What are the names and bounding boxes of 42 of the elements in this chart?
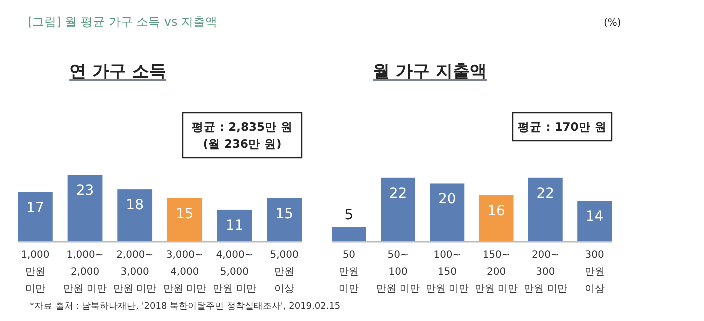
x-tick-label: 50~ 100 만원 미만 xyxy=(376,250,420,295)
text: 평균 : 170만 원 xyxy=(518,120,607,134)
data-label: 15 xyxy=(176,206,194,222)
bar xyxy=(430,184,465,242)
x-tick-label: 150~ 200 만원 미만 xyxy=(474,250,518,295)
data-label: 16 xyxy=(488,203,506,220)
x-tick-label: 300 만원 이상 xyxy=(584,250,605,295)
data-label: 11 xyxy=(226,218,244,234)
bar xyxy=(528,178,563,242)
data-label: 17 xyxy=(26,200,44,216)
x-tick-label: 100~ 150 만원 미만 xyxy=(426,250,470,295)
data-label: 14 xyxy=(586,209,604,226)
x-tick-label: 4,000~ 5,000 만원 미만 xyxy=(213,250,256,295)
bar xyxy=(167,198,202,242)
data-label: 23 xyxy=(76,183,94,199)
chart-title: 월 가구 지출액 xyxy=(373,62,487,82)
bar xyxy=(18,192,53,242)
bar xyxy=(267,198,302,242)
data-label: 20 xyxy=(438,192,456,208)
data-label: 18 xyxy=(126,198,144,214)
text: 평균 : 2,835만 원 (월 236만 원) xyxy=(192,120,293,151)
bar xyxy=(578,201,612,242)
bar xyxy=(217,210,252,242)
bar xyxy=(332,227,366,242)
data-label: 22 xyxy=(536,186,555,202)
text: *자료 출처 : 남북하나재단, '2018 북한이탈주민 정착실태조사', 2019.02.15 xyxy=(30,302,341,312)
bar xyxy=(381,178,416,242)
bar xyxy=(68,175,103,242)
x-tick-label: 2,000~ 3,000 만원 미만 xyxy=(113,250,157,295)
data-label: 15 xyxy=(276,206,294,222)
bar xyxy=(479,195,514,242)
bar xyxy=(118,190,153,242)
x-tick-label: 3,000~ 4,000 만원 미만 xyxy=(163,250,207,295)
data-label: 5 xyxy=(344,207,354,224)
text: [그림] 월 평균 가구 소득 vs 지출액 xyxy=(28,15,218,29)
x-tick-label: 5,000 만원 이상 xyxy=(270,250,299,295)
x-tick-label: 50 만원 미만 xyxy=(339,250,360,295)
x-tick-label: 1,000 만원 미만 xyxy=(21,250,50,295)
text: (%) xyxy=(604,18,622,29)
data-label: 22 xyxy=(389,186,408,202)
x-tick-label: 1,000~ 2,000 만원 미만 xyxy=(64,250,107,295)
x-tick-label: 200~ 300 만원 미만 xyxy=(524,250,568,295)
